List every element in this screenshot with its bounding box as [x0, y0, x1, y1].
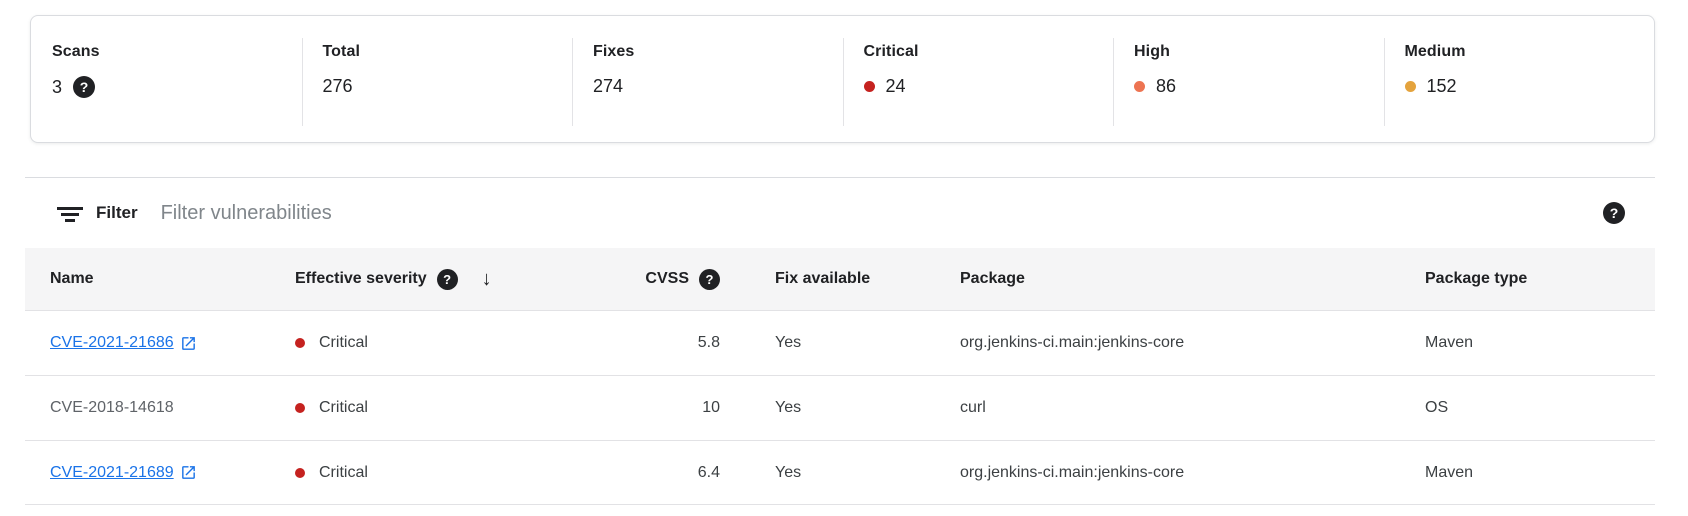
- filter-bar: Filter ?: [25, 178, 1655, 248]
- cve-name: CVE-2018-14618: [50, 399, 174, 416]
- help-glyph: ?: [79, 79, 89, 95]
- stat-high: High 86: [1113, 16, 1384, 142]
- column-header-cvss[interactable]: CVSS ?: [600, 268, 720, 290]
- stat-total: Total 276: [301, 16, 573, 142]
- fix-available-cell: Yes: [775, 399, 802, 416]
- stat-total-value: 276: [322, 76, 353, 96]
- external-link-icon[interactable]: [180, 335, 197, 352]
- cvss-cell: 6.4: [697, 463, 720, 481]
- stat-scans: Scans 3 ?: [31, 16, 302, 142]
- name-cell: CVE-2021-21686: [50, 334, 295, 352]
- package-cell: curl: [960, 399, 986, 416]
- stat-medium-label: Medium: [1404, 43, 1466, 60]
- severity-cell: Critical: [295, 399, 600, 417]
- help-glyph: ?: [443, 271, 452, 287]
- critical-severity-dot: [295, 467, 305, 478]
- stat-scans-label: Scans: [52, 43, 100, 60]
- vulnerability-summary-card: Scans 3 ? Total 276 Fixes 274 Critical 2…: [30, 15, 1655, 143]
- table-row: CVE-2021-21689 Critical 6.4 Yes org.jenk…: [25, 440, 1655, 505]
- cvss-cell: 5.8: [697, 334, 720, 351]
- stat-medium: Medium 152: [1383, 16, 1655, 142]
- severity-label: Critical: [319, 334, 368, 351]
- column-header-package[interactable]: Package: [960, 270, 1025, 287]
- fix-available-cell: Yes: [775, 463, 802, 481]
- severity-cell: Critical: [295, 334, 600, 352]
- cvss-help-icon[interactable]: ?: [699, 268, 720, 290]
- stat-high-label: High: [1134, 43, 1170, 60]
- help-glyph: ?: [705, 271, 714, 287]
- fix-available-cell: Yes: [775, 334, 802, 351]
- stat-medium-value: 152: [1426, 76, 1457, 96]
- column-header-name[interactable]: Name: [50, 270, 94, 287]
- column-header-severity[interactable]: Effective severity ? ↓: [295, 268, 600, 290]
- stat-critical-value: 24: [885, 76, 906, 96]
- filter-help-icon[interactable]: ?: [1603, 202, 1625, 224]
- column-header-fix-available[interactable]: Fix available: [775, 270, 871, 287]
- sort-desc-icon[interactable]: ↓: [481, 268, 492, 290]
- severity-header-label: Effective severity: [295, 270, 427, 287]
- package-type-cell: OS: [1425, 399, 1449, 416]
- vulnerability-list-card: Filter ? Name Effective severity ? ↓ CVS…: [25, 177, 1655, 505]
- cve-link[interactable]: CVE-2021-21689: [50, 463, 174, 481]
- cvss-cell: 10: [702, 399, 720, 416]
- cvss-header-label: CVSS: [645, 270, 689, 287]
- external-link-icon[interactable]: [180, 464, 197, 481]
- package-type-cell: Maven: [1425, 334, 1474, 351]
- stat-fixes-label: Fixes: [593, 43, 635, 60]
- severity-help-icon[interactable]: ?: [436, 268, 458, 290]
- stat-fixes-value: 274: [593, 76, 624, 96]
- stat-scans-value: 3: [52, 76, 63, 97]
- table-header-row: Name Effective severity ? ↓ CVSS ? Fix a…: [25, 248, 1655, 310]
- package-cell: org.jenkins-ci.main:jenkins-core: [960, 334, 1185, 351]
- scans-help-icon[interactable]: ?: [73, 76, 96, 98]
- package-cell: org.jenkins-ci.main:jenkins-core: [960, 463, 1185, 481]
- help-glyph: ?: [1609, 205, 1619, 221]
- severity-label: Critical: [319, 399, 368, 416]
- critical-severity-dot: [295, 338, 305, 348]
- critical-severity-dot: [863, 81, 875, 92]
- stat-high-value: 86: [1156, 76, 1177, 96]
- table-row: CVE-2021-21686 Critical 5.8 Yes org.jenk…: [25, 310, 1655, 375]
- filter-label: Filter: [96, 203, 138, 222]
- cve-link[interactable]: CVE-2021-21686: [50, 334, 174, 351]
- stat-critical: Critical 24: [842, 16, 1114, 142]
- critical-severity-dot: [295, 403, 305, 413]
- column-header-package-type[interactable]: Package type: [1425, 270, 1528, 287]
- medium-severity-dot: [1404, 81, 1416, 92]
- severity-label: Critical: [319, 463, 368, 481]
- stat-critical-label: Critical: [863, 43, 919, 60]
- package-type-cell: Maven: [1425, 463, 1474, 481]
- name-cell: CVE-2018-14618: [50, 399, 295, 417]
- name-cell: CVE-2021-21689: [50, 464, 295, 482]
- filter-vulnerabilities-input[interactable]: [160, 201, 1603, 225]
- table-row: CVE-2018-14618 Critical 10 Yes curl OS: [25, 375, 1655, 440]
- stat-fixes: Fixes 274: [572, 16, 843, 142]
- stat-total-label: Total: [322, 43, 361, 60]
- high-severity-dot: [1134, 81, 1145, 92]
- severity-cell: Critical: [295, 464, 600, 482]
- filter-icon: [57, 202, 83, 224]
